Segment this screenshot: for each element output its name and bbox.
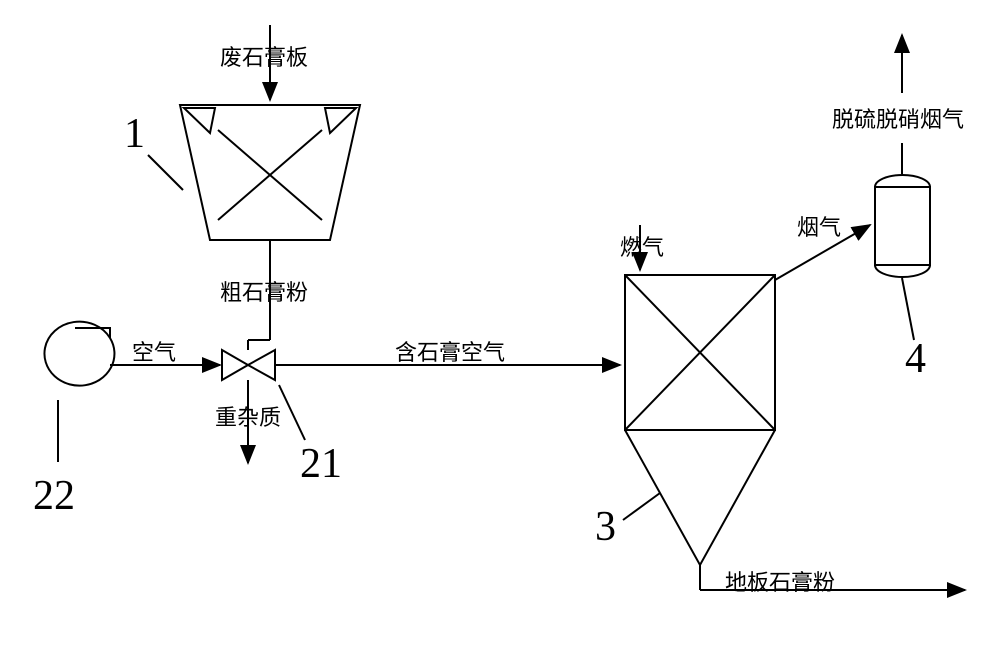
calciner-number: 3 [595,503,616,551]
gas-label: 燃气 [620,230,664,262]
heavy-label: 重杂质 [215,400,281,432]
input-label: 废石膏板 [220,40,308,72]
crusher-out-label: 粗石膏粉 [220,275,308,307]
separator [222,340,275,390]
floor-label: 地板石膏粉 [725,565,835,597]
crusher-number: 1 [124,110,145,158]
scrubber [875,175,930,277]
air-label: 空气 [132,335,176,367]
separator-number: 21 [300,440,342,488]
calciner [625,275,775,565]
flue-label: 烟气 [797,210,841,242]
scrubber-leader [902,278,914,340]
separator-leader [279,385,305,440]
blower [44,322,114,386]
scrubber-number: 4 [905,335,926,383]
gypsum-air-label: 含石膏空气 [395,335,505,367]
crusher-box [180,105,360,240]
blower-number: 22 [33,472,75,520]
calciner-leader [623,493,660,520]
crusher-leader [148,155,183,190]
clean-label: 脱硫脱硝烟气 [832,102,964,134]
